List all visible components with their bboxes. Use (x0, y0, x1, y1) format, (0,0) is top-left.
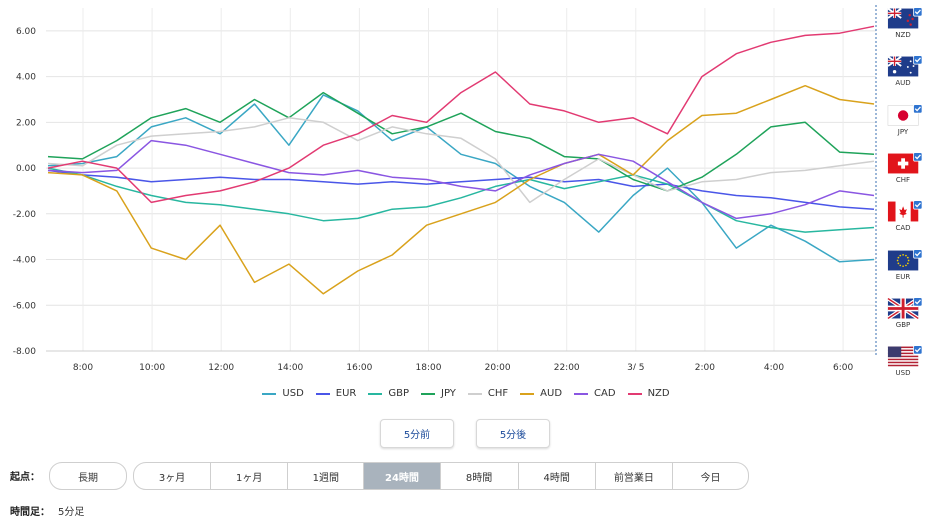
flag-toggle-chf[interactable]: CHF (887, 152, 923, 184)
currency-strength-chart: 6.00 4.00 2.00 0.00 -2.00 -4.00 -6.00 -8.00 8:0… (13, 5, 877, 370)
x-tick-label: 14:00 (277, 363, 303, 370)
flag-toggle-usd[interactable]: USD (887, 345, 923, 378)
series-line-jpy (47, 91, 875, 192)
jpy-flag-icon (887, 103, 923, 126)
series-line-nzd (47, 25, 875, 204)
flag-code-label: USD (895, 369, 911, 378)
origin-label: 起点： (10, 472, 40, 483)
legend-label: GBP (388, 388, 410, 399)
prev-5min-button[interactable]: 5分前 (380, 419, 454, 448)
period-selector: 3ヶ月 1ヶ月 1週間 24時間 8時間 4時間 前営業日 今日 (133, 462, 749, 490)
period-button[interactable]: 3ヶ月 (134, 463, 212, 489)
series-line-gbp (47, 167, 875, 233)
gbp-flag-icon (887, 296, 923, 320)
chart-legend: USD EUR GBP JPY CHF AUD CAD NZD (0, 388, 932, 399)
flag-code-label: NZD (895, 31, 911, 39)
y-tick-label: 0.00 (16, 164, 36, 174)
flag-code-label: CHF (895, 175, 911, 184)
x-tick-label: 12:00 (208, 363, 234, 370)
period-button[interactable]: 前営業日 (596, 463, 673, 489)
chf-flag-icon (887, 152, 923, 174)
legend-label: AUD (540, 388, 563, 399)
long-term-pill[interactable]: 長期 (49, 462, 127, 490)
legend-label: JPY (441, 388, 456, 399)
series-line-aud (47, 84, 875, 295)
x-tick-label: 2:00 (695, 363, 715, 370)
y-tick-label: -2.00 (13, 210, 37, 220)
y-tick-label: 2.00 (16, 118, 36, 128)
x-tick-label: 8:00 (73, 363, 93, 370)
y-tick-label: -8.00 (13, 347, 37, 357)
flag-code-label: AUD (895, 79, 911, 88)
chart-grid (46, 8, 876, 352)
flag-toggle-jpy[interactable]: JPY (887, 103, 923, 136)
y-tick-label: 6.00 (16, 27, 36, 37)
legend-swatch (315, 392, 330, 395)
series-line-chf (47, 117, 875, 204)
flag-toggle-nzd[interactable]: NZD (887, 7, 923, 39)
flag-toggle-cad[interactable]: CAD (887, 200, 923, 233)
series-line-usd (47, 94, 875, 263)
x-axis-ticks: 8:00 10:00 12:00 14:00 16:00 18:00 20:00 22:00 3… (73, 363, 854, 370)
flag-toggle-aud[interactable]: AUD (887, 55, 923, 88)
legend-swatch (574, 392, 589, 395)
chart-series-lines (47, 25, 875, 295)
timeframe-label: 時間足： (10, 507, 50, 518)
legend-item-nzd[interactable]: NZD (627, 388, 670, 399)
period-button[interactable]: 4時間 (519, 463, 596, 489)
legend-item-jpy[interactable]: JPY (421, 388, 456, 399)
legend-swatch (368, 392, 383, 395)
period-long-term-button[interactable]: 長期 (78, 472, 98, 484)
x-tick-label: 18:00 (416, 363, 442, 370)
x-tick-label: 20:00 (485, 363, 511, 370)
flag-code-label: EUR (895, 272, 911, 281)
period-button[interactable]: 1週間 (288, 463, 365, 489)
legend-label: EUR (335, 388, 357, 399)
timeframe-value: 5分足 (58, 507, 85, 518)
eur-flag-icon (887, 248, 923, 270)
legend-label: USD (282, 388, 304, 399)
legend-swatch (262, 392, 277, 395)
cad-flag-icon (887, 200, 923, 222)
series-line-eur (47, 169, 875, 210)
usd-flag-icon (887, 345, 923, 367)
legend-item-cad[interactable]: CAD (574, 388, 616, 399)
legend-item-aud[interactable]: AUD (520, 388, 562, 399)
legend-swatch (467, 392, 482, 395)
flag-code-label: CAD (895, 224, 911, 233)
x-tick-label: 22:00 (554, 363, 580, 370)
legend-item-eur[interactable]: EUR (315, 388, 357, 399)
legend-swatch (520, 392, 535, 395)
period-button[interactable]: 今日 (700, 472, 721, 484)
legend-item-usd[interactable]: USD (262, 388, 304, 399)
flag-toggle-gbp[interactable]: GBP (887, 296, 923, 329)
y-tick-label: -4.00 (13, 256, 37, 266)
x-tick-label: 4:00 (764, 363, 784, 370)
x-tick-label: 10:00 (139, 363, 165, 370)
flag-code-label: JPY (897, 127, 909, 136)
legend-item-chf[interactable]: CHF (467, 388, 509, 399)
legend-item-gbp[interactable]: GBP (368, 388, 409, 399)
legend-label: NZD (647, 388, 670, 399)
y-tick-label: 4.00 (16, 73, 36, 83)
x-tick-label: 6:00 (833, 363, 853, 370)
nzd-flag-icon (887, 7, 923, 29)
aud-flag-icon (887, 55, 923, 77)
x-tick-label: 3/ 5 (627, 363, 644, 370)
legend-swatch (421, 392, 436, 395)
flag-code-label: GBP (895, 320, 911, 329)
y-axis-ticks: 6.00 4.00 2.00 0.00 -2.00 -4.00 -6.00 -8.00 (13, 27, 37, 357)
flag-toggle-eur[interactable]: EUR (887, 248, 923, 281)
next-5min-button[interactable]: 5分後 (476, 419, 550, 448)
legend-label: CAD (594, 388, 616, 399)
period-button[interactable]: 24時間 (364, 463, 441, 489)
x-tick-label: 16:00 (346, 363, 372, 370)
legend-swatch (627, 392, 642, 395)
period-button[interactable]: 1ヶ月 (211, 463, 289, 489)
legend-label: CHF (487, 388, 509, 399)
series-line-cad (47, 139, 875, 220)
period-button[interactable]: 8時間 (441, 463, 519, 489)
y-tick-label: -6.00 (13, 301, 37, 311)
